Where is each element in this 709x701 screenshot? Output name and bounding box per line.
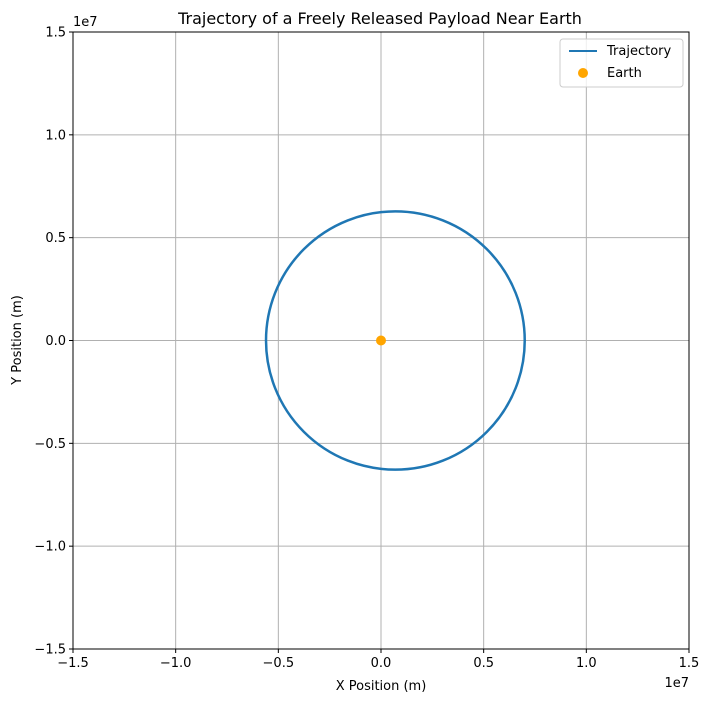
- x-tick-label: 1.0: [576, 656, 597, 671]
- plot-area: [264, 210, 526, 471]
- x-tick-label: 1.5: [679, 656, 700, 671]
- legend-earth-label: Earth: [607, 66, 642, 81]
- x-tick-label: 0.5: [473, 656, 494, 671]
- y-axis-label: Y Position (m): [10, 295, 25, 386]
- y-tick-label: −1.0: [34, 540, 66, 555]
- x-tick-label: 0.0: [371, 656, 392, 671]
- y-axis: −1.5 −1.0 −0.5 0.0 0.5 1.0 1.5: [34, 26, 73, 658]
- legend-trajectory-label: Trajectory: [606, 44, 671, 59]
- y-tick-label: 1.5: [45, 26, 66, 41]
- legend: Trajectory Earth: [559, 38, 684, 88]
- y-tick-label: −1.5: [34, 643, 66, 658]
- x-offset-label: 1e7: [664, 676, 689, 691]
- legend-earth-swatch: [578, 68, 588, 78]
- x-tick-label: −1.5: [57, 656, 89, 671]
- trajectory-line: [264, 210, 526, 471]
- x-axis: −1.5 −1.0 −0.5 0.0 0.5 1.0 1.5: [57, 649, 699, 671]
- chart-title: Trajectory of a Freely Released Payload …: [177, 9, 582, 28]
- y-tick-label: 0.0: [45, 334, 66, 349]
- x-tick-label: −1.0: [160, 656, 192, 671]
- earth-point: [376, 335, 386, 346]
- y-tick-label: 0.5: [45, 231, 66, 246]
- y-offset-label: 1e7: [73, 15, 98, 30]
- y-tick-label: −0.5: [34, 437, 66, 452]
- x-tick-label: −0.5: [263, 656, 295, 671]
- y-tick-label: 1.0: [45, 128, 66, 143]
- x-axis-label: X Position (m): [336, 679, 427, 694]
